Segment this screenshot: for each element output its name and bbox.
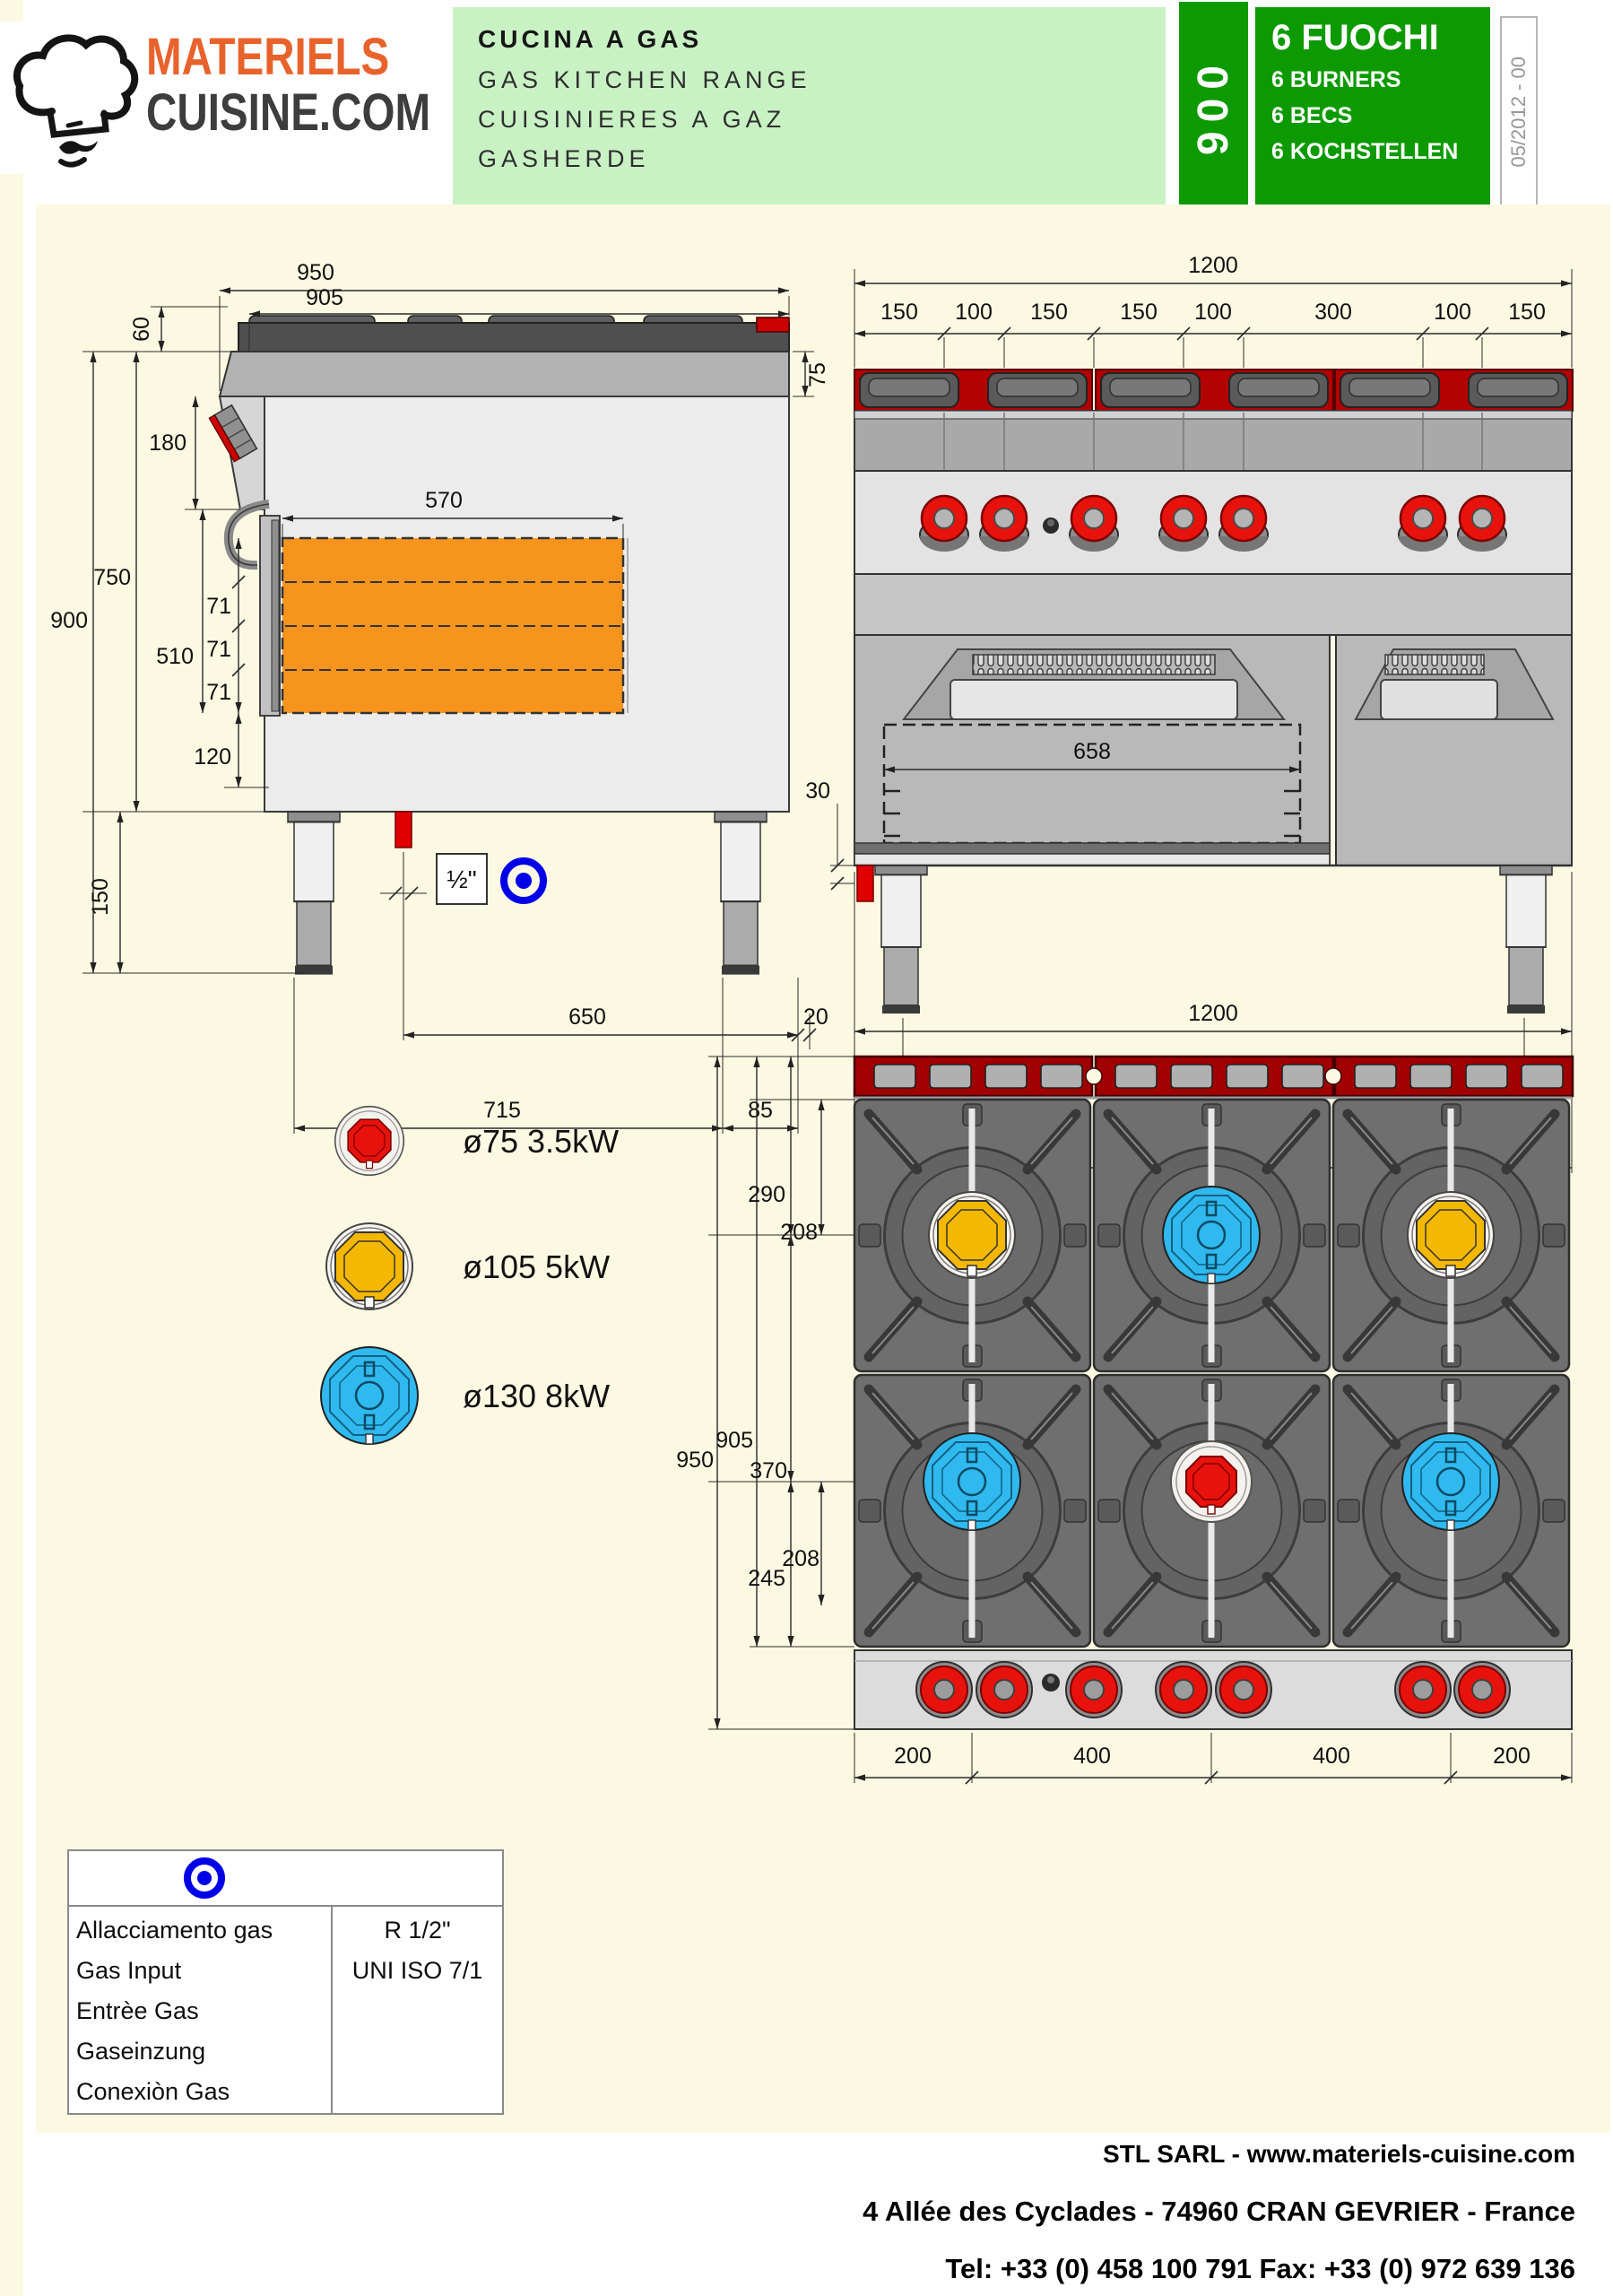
burner-legend: ø75 3.5kW ø105 5kW ø130 8kW xyxy=(319,1105,619,1446)
gas-connection-table: Allacciamento gas Gas Input Entrèe Gas G… xyxy=(67,1849,504,2115)
dim-front-100b: 100 xyxy=(1194,300,1232,325)
gas-stub-side xyxy=(395,811,412,848)
gas-stub-front xyxy=(856,865,874,902)
dim-side-20: 20 xyxy=(803,1004,828,1030)
dim-side-150: 150 xyxy=(88,878,113,916)
chef-hat-icon xyxy=(13,34,139,168)
dim-front-150b: 150 xyxy=(1030,300,1068,325)
dim-side-71c: 71 xyxy=(206,680,231,705)
gas-row-es: Conexiòn Gas xyxy=(76,2078,230,2105)
footer-phone: Tel: +33 (0) 458 100 791 Fax: +33 (0) 97… xyxy=(945,2253,1575,2284)
burner-bottom-left-blue xyxy=(922,1431,1022,1532)
burner-bottom-center-red xyxy=(1170,1440,1253,1523)
legend-blue-label: ø130 8kW xyxy=(463,1378,610,1414)
left-margin-strip xyxy=(0,0,23,2296)
footer-address: 4 Allée des Cyclades - 74960 CRAN GEVRIE… xyxy=(863,2196,1575,2227)
cabinet-vents xyxy=(1384,654,1485,675)
dim-top-950: 950 xyxy=(676,1448,714,1473)
dim-side-120: 120 xyxy=(194,744,231,770)
dim-top-370: 370 xyxy=(750,1458,787,1483)
dim-top-200r: 200 xyxy=(1493,1744,1531,1769)
logo-wordmark-bottom: CUISINE.COM xyxy=(146,83,431,142)
dim-front-1200: 1200 xyxy=(1188,253,1238,278)
top-view: 1200 xyxy=(676,1001,1573,1785)
footer-company: STL SARL - www.materiels-cuisine.com xyxy=(1103,2140,1575,2168)
dim-side-60: 60 xyxy=(129,317,154,342)
dim-front-100a: 100 xyxy=(955,300,993,325)
dim-front-658: 658 xyxy=(1073,739,1111,764)
gas-row-de: Gaseinzung xyxy=(76,2038,206,2065)
dim-side-905: 905 xyxy=(306,285,343,310)
burners-italian: 6 FUOCHI xyxy=(1271,18,1439,57)
gas-row-fr: Entrèe Gas xyxy=(76,1997,199,2024)
gas-size-label: ½" xyxy=(447,865,476,893)
dim-side-85: 85 xyxy=(748,1098,773,1123)
dim-front-150a: 150 xyxy=(880,300,918,325)
gas-input-icon xyxy=(184,1857,225,1899)
dim-top-1200: 1200 xyxy=(1188,1001,1238,1026)
title-french: CUISINIERES A GAZ xyxy=(478,106,786,133)
dim-front-30: 30 xyxy=(805,778,830,804)
gas-row-en: Gas Input xyxy=(76,1957,182,1984)
dim-top-200l: 200 xyxy=(894,1744,932,1769)
burners-count-box: 6 FUOCHI 6 BURNERS 6 BECS 6 KOCHSTELLEN xyxy=(1255,7,1490,211)
burner-top-left-yellow xyxy=(928,1191,1016,1279)
dim-top-245: 245 xyxy=(748,1566,785,1591)
oven-cavity-side xyxy=(281,536,625,715)
dim-side-900: 900 xyxy=(50,608,88,633)
cabinet-handle xyxy=(1380,679,1498,720)
side-knob xyxy=(208,404,258,463)
legend-yellow-label: ø105 5kW xyxy=(463,1248,610,1285)
legend-red-burner-icon xyxy=(334,1105,405,1177)
dim-front-150d: 150 xyxy=(1508,300,1546,325)
dim-front-150c: 150 xyxy=(1120,300,1158,325)
dim-side-71b: 71 xyxy=(206,637,231,662)
dim-top-208a: 208 xyxy=(780,1220,818,1245)
dim-front-300: 300 xyxy=(1314,300,1352,325)
burners-english: 6 BURNERS xyxy=(1271,67,1401,92)
gas-table-header xyxy=(69,1851,502,1907)
burner-bottom-right-blue xyxy=(1401,1431,1501,1532)
gas-thread-size: R 1/2" xyxy=(384,1917,451,1944)
dim-top-208b: 208 xyxy=(782,1546,820,1571)
oven-door-handle xyxy=(950,679,1238,720)
dim-side-950: 950 xyxy=(297,260,334,285)
logo-wordmark-top: MATERIELS xyxy=(146,28,390,86)
product-title-box: CUCINA A GAS GAS KITCHEN RANGE CUISINIER… xyxy=(453,7,1166,211)
dim-side-71a: 71 xyxy=(206,594,231,619)
dim-side-570: 570 xyxy=(425,488,463,513)
oven-door xyxy=(854,634,1331,866)
gas-row-it: Allacciamento gas xyxy=(76,1917,273,1944)
side-view: ½" 950 905 60 180 750 900 5 xyxy=(50,260,830,1134)
dim-top-400b: 400 xyxy=(1313,1744,1350,1769)
oven-door-vents xyxy=(972,654,1216,675)
dim-side-510: 510 xyxy=(156,644,194,669)
burner-top-right-yellow xyxy=(1407,1191,1495,1279)
dim-front-100c: 100 xyxy=(1434,300,1471,325)
burners-french: 6 BECS xyxy=(1271,103,1353,128)
burner-top-center-blue xyxy=(1161,1185,1262,1285)
dim-side-715: 715 xyxy=(483,1098,521,1123)
gas-thread-standard: UNI ISO 7/1 xyxy=(351,1957,483,1984)
control-panel-front xyxy=(854,470,1573,575)
front-view: 1200 150 100 150 150 100 300 100 150 xyxy=(805,253,1574,1175)
title-english: GAS KITCHEN RANGE xyxy=(478,66,811,93)
series-badge: 900 xyxy=(1179,2,1248,211)
legend-yellow-burner-icon xyxy=(325,1222,413,1310)
dim-side-650: 650 xyxy=(568,1004,606,1030)
legend-blue-burner-icon xyxy=(319,1345,420,1446)
dim-top-400a: 400 xyxy=(1073,1744,1111,1769)
title-italian: CUCINA A GAS xyxy=(478,25,703,53)
revision-box: 05/2012 - 00 xyxy=(1500,16,1538,208)
legend-red-label: ø75 3.5kW xyxy=(463,1123,619,1160)
dim-side-750: 750 xyxy=(93,565,131,590)
dim-side-180: 180 xyxy=(149,430,186,456)
burners-german: 6 KOCHSTELLEN xyxy=(1271,139,1459,164)
dim-top-905: 905 xyxy=(715,1428,753,1453)
dim-side-75: 75 xyxy=(805,362,830,387)
title-german: GASHERDE xyxy=(478,145,650,172)
dim-top-290: 290 xyxy=(748,1182,785,1207)
